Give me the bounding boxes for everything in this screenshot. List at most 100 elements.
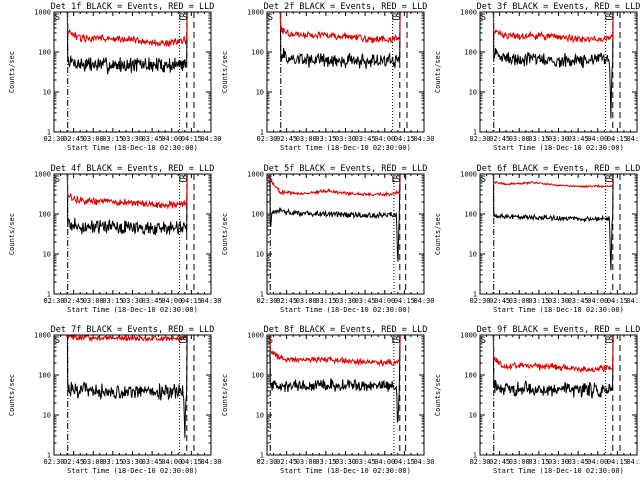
saa-marker-s: S bbox=[481, 175, 486, 185]
x-tick-label: 03:45 bbox=[568, 135, 589, 143]
saa-marker-s: S bbox=[608, 336, 613, 346]
saa-marker-e: E bbox=[605, 175, 610, 185]
series-lld bbox=[269, 174, 401, 198]
saa-marker-s: S bbox=[55, 13, 60, 23]
y-tick-label: 100 bbox=[38, 372, 51, 380]
panel-det-8: Det 8f BLACK = Events, RED = LLD Counts/s… bbox=[221, 325, 435, 475]
plot-frame bbox=[479, 11, 638, 133]
x-tick-label: 04:30 bbox=[626, 458, 640, 466]
x-tick-label: 03:45 bbox=[142, 297, 163, 305]
x-tick-label: 04:15 bbox=[181, 297, 202, 305]
x-tick-label: 04:00 bbox=[587, 458, 608, 466]
y-tick-label: 1 bbox=[260, 291, 264, 299]
panel-det-3: Det 3f BLACK = Events, RED = LLD Counts/s… bbox=[434, 2, 640, 152]
x-tick-label: 02:45 bbox=[63, 135, 84, 143]
x-tick-label: 04:00 bbox=[161, 135, 182, 143]
saa-marker-s: S bbox=[268, 13, 273, 23]
series-events bbox=[269, 335, 401, 423]
y-tick-label: 100 bbox=[251, 49, 264, 57]
plot-frame bbox=[53, 11, 212, 133]
x-tick-label: 02:30 bbox=[469, 135, 490, 143]
x-tick-label: 04:30 bbox=[200, 458, 221, 466]
x-tick-label: 03:30 bbox=[548, 297, 569, 305]
saa-marker-s: S bbox=[481, 13, 486, 23]
y-axis-label: Counts/sec bbox=[8, 51, 16, 93]
series-lld bbox=[66, 12, 188, 48]
plot-frame bbox=[266, 173, 425, 295]
plot-frame bbox=[479, 334, 638, 456]
panel-title: Det 8f BLACK = Events, RED = LLD bbox=[264, 325, 428, 335]
series-lld bbox=[492, 174, 614, 189]
x-tick-label: 03:00 bbox=[296, 297, 317, 305]
x-tick-label: 04:15 bbox=[181, 458, 202, 466]
x-tick-label: 04:15 bbox=[607, 297, 628, 305]
x-tick-label: 02:45 bbox=[63, 458, 84, 466]
saa-marker-s: S bbox=[395, 13, 400, 23]
y-tick-label: 10 bbox=[43, 412, 51, 420]
x-tick-label: 02:30 bbox=[43, 458, 64, 466]
x-tick-label: 03:00 bbox=[83, 135, 104, 143]
saa-marker-s: S bbox=[481, 336, 486, 346]
y-axis-label: Counts/sec bbox=[434, 374, 442, 416]
series-lld bbox=[66, 335, 188, 343]
saa-marker-e: E bbox=[179, 175, 184, 185]
x-tick-label: 04:30 bbox=[626, 297, 640, 305]
y-tick-label: 10 bbox=[256, 251, 264, 259]
saa-marker-e: E bbox=[392, 13, 397, 23]
x-tick-label: 04:15 bbox=[181, 135, 202, 143]
x-tick-label: 04:30 bbox=[200, 135, 221, 143]
saa-marker-e: E bbox=[179, 13, 184, 23]
x-tick-label: 04:00 bbox=[161, 458, 182, 466]
x-axis-label: Start Time (18-Dec-10 02:30:00) bbox=[280, 306, 411, 314]
y-tick-label: 10 bbox=[256, 412, 264, 420]
saa-marker-s: S bbox=[395, 336, 400, 346]
saa-marker-s: S bbox=[55, 175, 60, 185]
x-tick-label: 03:30 bbox=[548, 135, 569, 143]
x-tick-label: 04:00 bbox=[374, 135, 395, 143]
series-lld bbox=[279, 12, 401, 44]
y-tick-label: 1 bbox=[47, 452, 51, 460]
saa-marker-s: S bbox=[395, 175, 400, 185]
x-tick-label: 04:15 bbox=[607, 458, 628, 466]
series-events bbox=[492, 335, 614, 399]
saa-marker-s: S bbox=[55, 336, 60, 346]
y-axis-label: Counts/sec bbox=[221, 374, 229, 416]
x-tick-label: 03:45 bbox=[355, 135, 376, 143]
saa-marker-s: S bbox=[268, 336, 273, 346]
x-axis-label: Start Time (18-Dec-10 02:30:00) bbox=[67, 467, 198, 475]
saa-marker-s: S bbox=[182, 175, 187, 185]
y-tick-label: 100 bbox=[38, 211, 51, 219]
x-tick-label: 03:00 bbox=[83, 297, 104, 305]
saa-marker-e: E bbox=[605, 13, 610, 23]
y-tick-label: 1 bbox=[260, 452, 264, 460]
y-tick-label: 100 bbox=[464, 372, 477, 380]
x-tick-label: 03:00 bbox=[296, 458, 317, 466]
y-tick-label: 1000 bbox=[460, 171, 477, 179]
series-events bbox=[66, 12, 188, 75]
x-tick-label: 04:00 bbox=[161, 297, 182, 305]
x-tick-label: 02:45 bbox=[276, 297, 297, 305]
x-tick-label: 03:30 bbox=[335, 458, 356, 466]
y-tick-label: 1000 bbox=[460, 9, 477, 17]
y-tick-label: 10 bbox=[43, 89, 51, 97]
y-tick-label: 10 bbox=[256, 89, 264, 97]
y-tick-label: 1000 bbox=[34, 9, 51, 17]
x-axis-label: Start Time (18-Dec-10 02:30:00) bbox=[280, 144, 411, 152]
x-tick-label: 02:45 bbox=[63, 297, 84, 305]
x-tick-label: 03:30 bbox=[122, 135, 143, 143]
x-tick-label: 02:45 bbox=[489, 297, 510, 305]
series-events bbox=[279, 12, 401, 69]
saa-marker-s: S bbox=[182, 13, 187, 23]
plot-frame bbox=[266, 334, 425, 456]
panel-det-6: Det 6f BLACK = Events, RED = LLD Counts/s… bbox=[434, 164, 640, 314]
x-tick-label: 03:15 bbox=[102, 458, 123, 466]
x-tick-label: 03:30 bbox=[122, 297, 143, 305]
saa-marker-s: S bbox=[608, 175, 613, 185]
x-tick-label: 03:45 bbox=[568, 458, 589, 466]
y-tick-label: 1000 bbox=[247, 332, 264, 340]
saa-marker-e: E bbox=[179, 336, 184, 346]
series-lld bbox=[492, 12, 614, 44]
x-tick-label: 04:15 bbox=[394, 458, 415, 466]
y-axis-label: Counts/sec bbox=[8, 374, 16, 416]
